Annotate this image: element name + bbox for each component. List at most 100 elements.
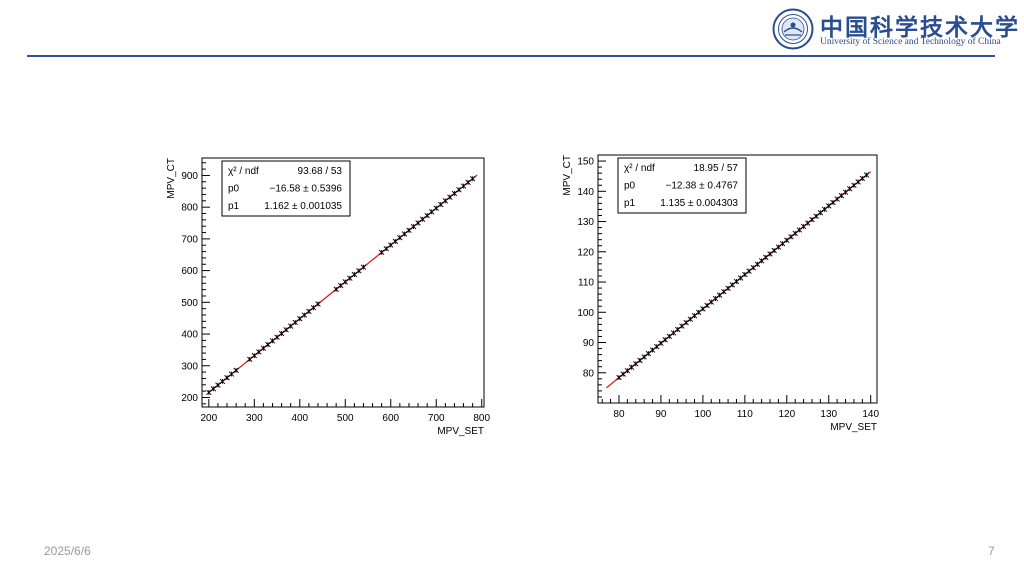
y-tick-label: 120: [577, 247, 594, 258]
data-point: [830, 199, 836, 206]
data-point: [859, 175, 866, 182]
data-point: [721, 288, 727, 295]
y-tick-label: 140: [577, 187, 594, 198]
data-point: [287, 323, 294, 329]
data-point: [851, 182, 857, 189]
data-point: [292, 319, 298, 326]
data-point: [338, 282, 344, 289]
plot-frame: [201, 157, 485, 408]
data-point: [754, 261, 761, 267]
data-point: [847, 186, 853, 192]
data-point: [278, 330, 285, 337]
data-point: [775, 244, 782, 250]
y-tick-label: 700: [181, 234, 198, 245]
data-point: [691, 313, 698, 319]
data-point: [428, 209, 435, 215]
data-point: [306, 308, 312, 315]
data-point: [456, 187, 462, 193]
data-point: [679, 323, 685, 329]
x-tick-label: 600: [382, 413, 399, 424]
data-point: [347, 275, 353, 281]
data-point: [438, 201, 444, 208]
y-tick-label: 80: [583, 368, 595, 379]
data-point: [251, 352, 258, 359]
data-point: [206, 389, 212, 396]
stats-value: −12.38 ± 0.4767: [666, 181, 739, 192]
data-point: [645, 350, 652, 357]
data-point: [256, 349, 262, 355]
y-axis-label: MPV_CT: [166, 158, 177, 199]
stats-box: χ² / ndf 18.95 / 57 p0 −12.38 ± 0.4767 p1 1.1…: [617, 157, 747, 214]
data-point: [410, 223, 417, 230]
stats-value: 18.95 / 57: [694, 163, 739, 174]
data-point: [283, 327, 289, 333]
data-point: [228, 371, 235, 377]
y-tick-label: 900: [181, 171, 198, 182]
data-point: [649, 347, 656, 353]
x-tick-label: 80: [613, 409, 625, 420]
y-tick-label: 600: [181, 266, 198, 277]
stats-box-frame: [221, 160, 351, 217]
data-point: [356, 268, 362, 274]
data-point: [447, 194, 453, 200]
data-point: [670, 330, 677, 336]
data-point: [460, 183, 467, 189]
data-point: [746, 268, 752, 274]
data-point: [406, 227, 412, 234]
x-tick-label: 400: [291, 413, 308, 424]
data-point: [779, 240, 786, 247]
data-point: [821, 206, 828, 213]
data-point: [813, 213, 819, 219]
x-axis-label: MPV_SET: [830, 422, 877, 433]
data-point: [771, 247, 777, 254]
x-tick-label: 120: [778, 409, 795, 420]
data-point: [215, 382, 221, 388]
university-name-en: University of Science and Technology of …: [820, 37, 1001, 47]
plot-frame: [597, 154, 878, 404]
data-point: [658, 340, 664, 346]
chart-right: 80 90 100 110 120 130 140 80 90 100 110 120 130 140 15…: [562, 154, 879, 433]
stats-label: p0: [624, 181, 636, 192]
y-tick-label: 130: [577, 217, 594, 228]
stats-value: 93.68 / 53: [298, 166, 343, 177]
data-point: [628, 364, 635, 370]
footer-date: 2025/6/6: [44, 544, 91, 558]
stats-label: p1: [624, 198, 636, 209]
data-point: [433, 205, 439, 211]
data-point: [700, 306, 706, 312]
x-tick-label: 100: [695, 409, 712, 420]
data-point: [834, 196, 840, 202]
data-point: [469, 175, 476, 182]
stats-box-frame: [617, 157, 747, 214]
x-axis-label: MPV_SET: [437, 426, 484, 437]
stats-label: χ² / ndf: [624, 163, 655, 174]
data-point: [247, 356, 253, 363]
y-tick-label: 800: [181, 203, 198, 214]
x-tick-label: 140: [862, 409, 879, 420]
chart-left: 200 300 400 500 600 700 800 200 300 400 500 600 700 8…: [166, 157, 491, 437]
university-name-cn: 中国科学技术大学: [820, 14, 1020, 41]
data-point: [800, 223, 807, 230]
data-point: [260, 345, 267, 351]
data-point: [415, 220, 421, 226]
header-rule: [27, 55, 995, 57]
data-point: [842, 189, 849, 195]
stats-label: χ² / ndf: [228, 166, 259, 177]
data-point: [666, 333, 673, 340]
data-point: [863, 172, 870, 178]
data-point: [662, 337, 668, 343]
data-point: [315, 301, 321, 307]
data-point: [725, 285, 731, 292]
y-tick-label: 150: [577, 157, 594, 168]
x-tick-label: 90: [655, 409, 667, 420]
data-point: [704, 302, 710, 309]
data-point: [616, 374, 622, 381]
data-point: [641, 354, 647, 360]
data-point: [419, 216, 426, 222]
data-point: [451, 190, 458, 197]
y-tick-label: 300: [181, 361, 198, 372]
data-point: [342, 279, 348, 285]
data-point: [392, 238, 399, 245]
data-point: [805, 220, 811, 226]
stats-value: −16.58 ± 0.5396: [270, 184, 343, 195]
